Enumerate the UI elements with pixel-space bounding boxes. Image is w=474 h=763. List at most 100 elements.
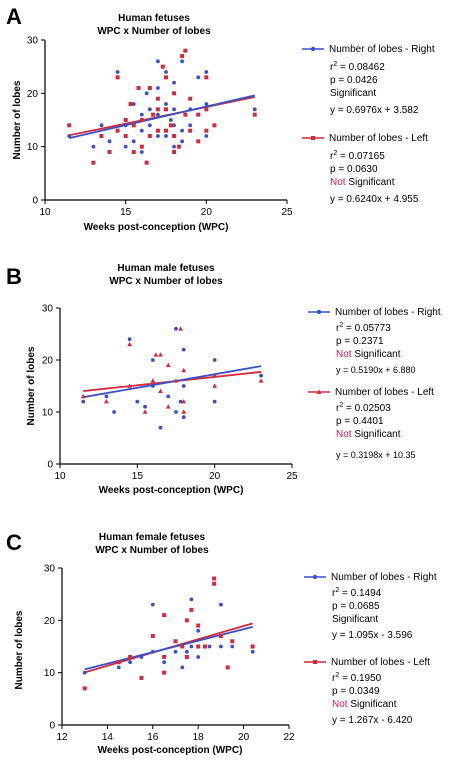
panel-b-point-left-12 [178, 326, 184, 331]
panel-b-point-right-3 [127, 337, 132, 342]
panel-b-point-right-6 [150, 384, 155, 388]
panel-a-point-right-34 [188, 123, 193, 128]
panel-c-point-right-10 [184, 649, 189, 654]
panel-c-legend: Number of lobes - Right r2 = 0.1494 p = … [304, 572, 437, 726]
panel-a-left-equation: y = 0.6240x + 4.955 [330, 194, 419, 205]
panel-b-point-left-3 [127, 383, 132, 388]
panel-a-legend-right-label: Number of lobes - Right [329, 44, 435, 55]
panel-b-fit-line-right [83, 365, 262, 399]
panel-c-legend-right-marker [312, 574, 318, 580]
panel-c-point-right-8 [173, 649, 178, 654]
panel-c-points [82, 576, 255, 691]
panel-c-left-equation: y = 1.267x - 6.420 [332, 715, 413, 726]
panel-b-y-tick-label-2: 20 [42, 356, 54, 367]
panel-c-point-right-19 [230, 644, 235, 649]
panel-a-left-significance: Not Significant [330, 177, 395, 188]
panel-a-point-left-39 [204, 107, 209, 112]
panel-b-legend-right-label: Number of lobes - Right [335, 307, 441, 318]
panel-a-point-right-37 [196, 75, 201, 80]
panel-c-point-left-7 [162, 613, 167, 618]
panel-c-right-equation: y = 1.095x - 3.596 [332, 630, 413, 641]
panel-a-y-tick-label-2: 20 [27, 89, 39, 100]
panel-a-point-right-29 [172, 107, 176, 112]
panel-a-left-r2: r2 = 0.07165 [330, 150, 385, 162]
panel-c-right-p: p = 0.0685 [332, 601, 380, 612]
panel-a-point-left-11 [136, 86, 141, 90]
panel-c-fit-line-right [84, 626, 253, 671]
panel-b-left-r2: r2 = 0.02503 [336, 402, 391, 414]
panel-c-point-left-1 [116, 660, 121, 665]
panel-c-point-right-11 [189, 597, 194, 602]
panel-a-point-right-3 [107, 139, 112, 144]
panel-c: C Human female fetuses WPC x Number of l… [6, 530, 437, 756]
panel-a-point-right-17 [147, 123, 152, 128]
panel-a-point-right-25 [164, 134, 168, 138]
panel-b-point-right-10 [174, 326, 178, 331]
panel-a-point-right-2 [99, 123, 104, 128]
panel-b-point-left-2 [127, 341, 132, 347]
panel-b-x-tick-label-1: 15 [132, 471, 144, 482]
panel-b-fit-lines [83, 365, 262, 399]
panel-c-point-right-5 [150, 649, 155, 654]
panel-a-point-left-5 [115, 128, 120, 133]
panel-a-legend-left-label: Number of lobes - Left [329, 133, 428, 144]
panel-a-point-right-30 [172, 123, 176, 128]
panel-a-point-left-16 [147, 134, 152, 138]
panel-a-letter: A [6, 4, 22, 29]
panel-c-y-tick-label-2: 20 [44, 616, 56, 627]
panel-b-point-left-6 [153, 352, 159, 357]
panel-a-fit-line-right [68, 94, 255, 139]
panel-c-point-right-13 [196, 628, 201, 633]
panel-b-subtitle: WPC x Number of lobes [109, 276, 223, 287]
panel-c-point-left-20 [230, 639, 235, 644]
panel-c-point-left-5 [162, 670, 167, 675]
panel-b-point-left-14 [181, 367, 187, 373]
panel-c-x-tick-label-3: 18 [193, 732, 205, 743]
panel-c-point-left-17 [212, 581, 217, 586]
panel-b-point-right-7 [150, 358, 155, 362]
panel-c-point-right-14 [196, 655, 201, 659]
panel-c-x-tick-label-1: 14 [102, 732, 114, 743]
panel-a-point-left-12 [139, 144, 144, 149]
panel-c-point-right-1 [116, 665, 121, 670]
panel-a-right-significance: Significant [330, 88, 376, 99]
panel-c-left-r2: r2 = 0.1950 [332, 672, 382, 684]
panel-c-left-p: p = 0.0349 [332, 686, 380, 697]
panel-a-point-right-11 [131, 102, 136, 106]
panel-a-point-right-38 [204, 70, 209, 74]
panel-b-point-left-10 [165, 404, 171, 409]
panel-a-point-right-40 [204, 102, 209, 106]
panel-a-point-right-1 [91, 144, 96, 149]
panel-c-point-left-15 [203, 644, 208, 649]
panel-b-point-right-12 [178, 399, 183, 404]
panel-b-point-right-1 [104, 394, 109, 399]
panel-a-y-tick-label-0: 0 [32, 196, 38, 207]
panel-c-letter: C [6, 530, 22, 555]
panel-c-point-left-2 [128, 654, 133, 659]
panel-a-point-left-10 [131, 150, 136, 154]
panel-c-point-right-7 [162, 660, 167, 665]
panel-a-point-right-27 [172, 144, 176, 149]
panel-b-point-right-5 [143, 404, 147, 409]
panel-a-point-left-33 [188, 96, 193, 101]
panel-a-point-right-32 [180, 59, 185, 64]
panel-b-x-tick-label-0: 10 [54, 471, 66, 482]
panel-c-x-tick-label-4: 20 [238, 732, 250, 743]
panel-a-point-left-26 [172, 150, 177, 154]
panel-a-right-r2: r2 = 0.08462 [330, 61, 385, 73]
panel-a-point-right-23 [164, 102, 168, 106]
panel-c-ticks: 12 14 16 18 20 22 0 10 20 30 [44, 564, 295, 744]
panel-a-point-right-35 [188, 107, 193, 112]
panel-a-point-right-8 [123, 144, 128, 149]
panel-a-point-left-36 [196, 112, 201, 117]
panel-a-point-left-15 [147, 86, 152, 90]
panel-a-point-left-20 [155, 107, 160, 112]
panel-a-point-left-23 [164, 75, 168, 80]
panel-c-point-right-0 [82, 670, 87, 675]
panel-b-point-right-16 [212, 399, 217, 404]
panel-a-x-tick-label-1: 15 [120, 207, 132, 218]
panel-b-xlabel: Weeks post-conception (WPC) [99, 485, 244, 496]
panel-c-y-tick-label-1: 10 [44, 668, 56, 679]
